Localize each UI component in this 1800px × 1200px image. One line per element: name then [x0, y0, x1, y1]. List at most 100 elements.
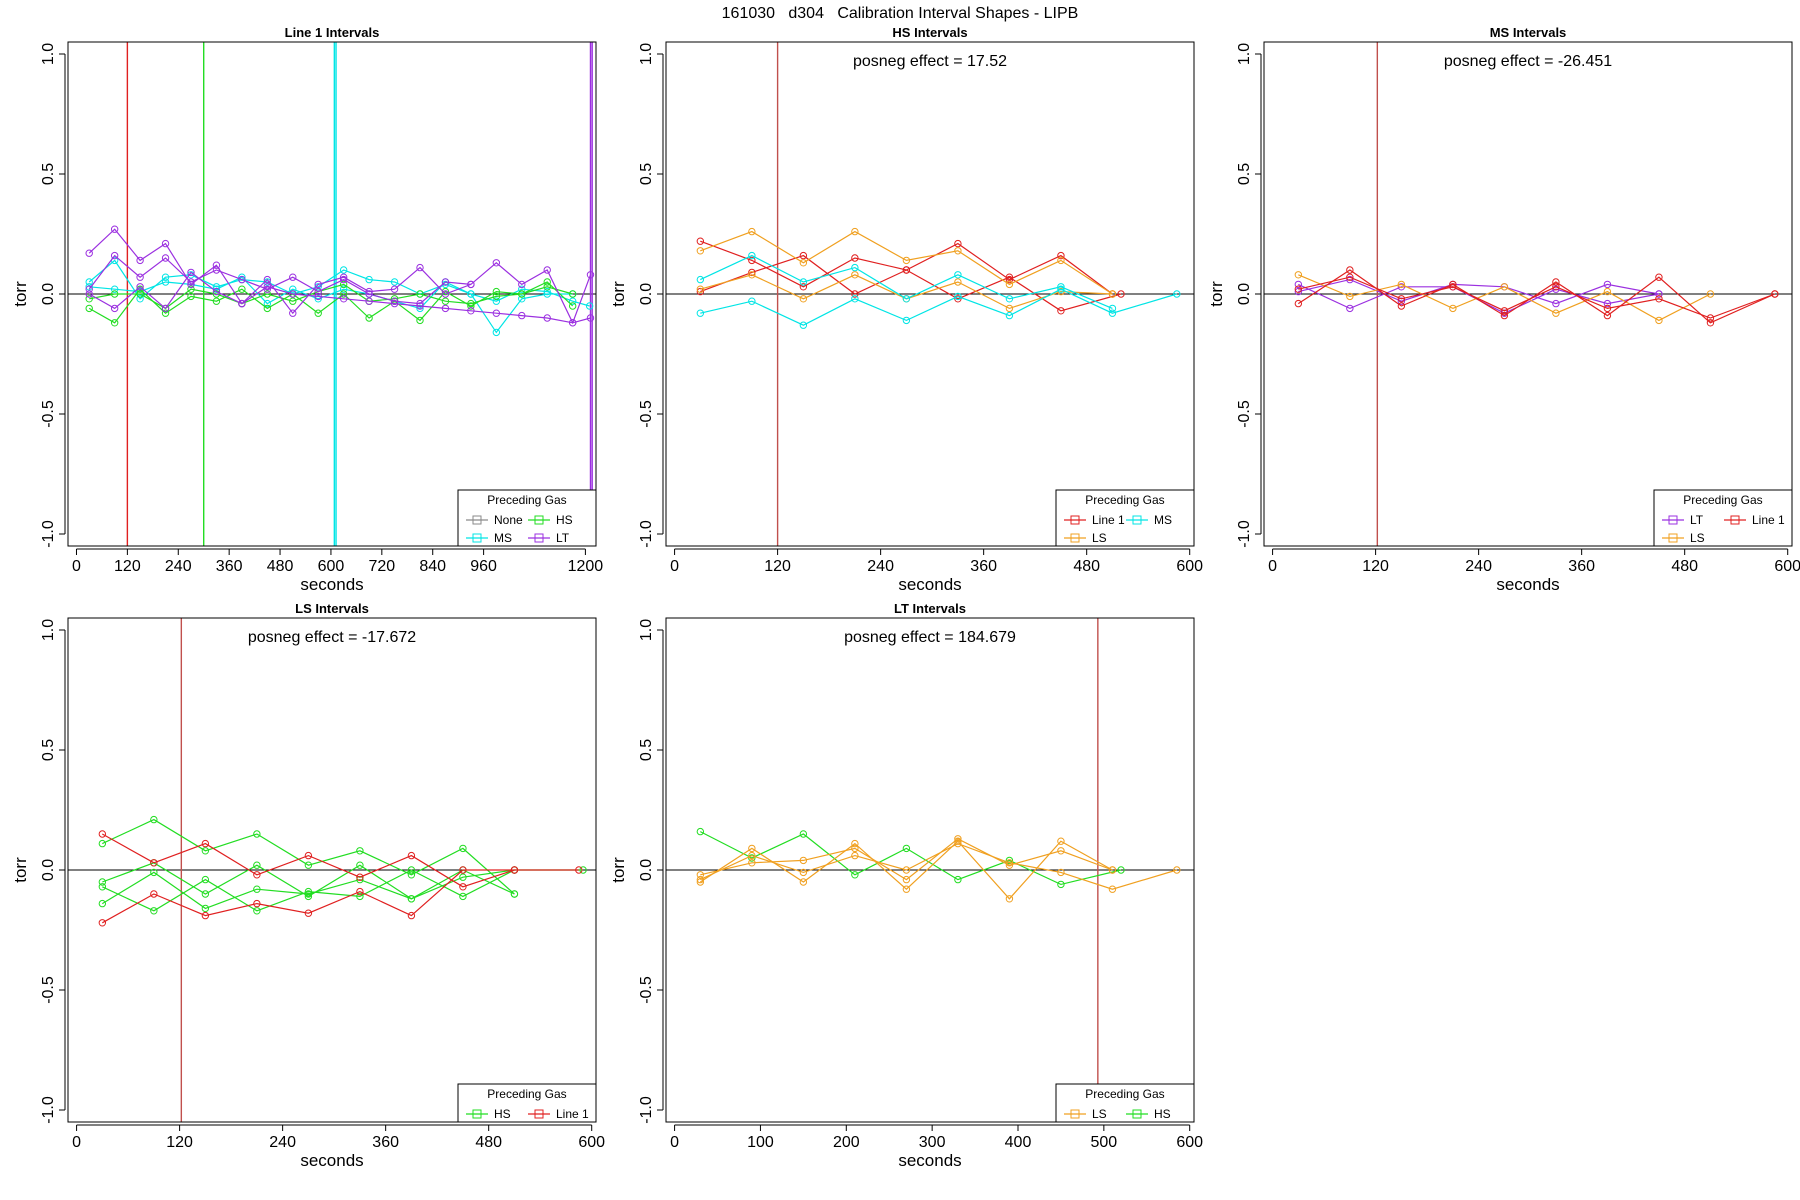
x-tick-label: 840	[419, 558, 446, 575]
series-line-ms	[700, 254, 1113, 309]
x-tick-label: 600	[578, 1134, 605, 1151]
data-point	[748, 227, 756, 236]
x-tick-label: 400	[1005, 1134, 1032, 1151]
data-point	[98, 883, 107, 891]
data-point	[314, 295, 322, 303]
data-point	[1005, 273, 1014, 281]
series-line-hs	[89, 281, 574, 310]
panel-title: LS Intervals	[295, 601, 369, 616]
data-point	[851, 254, 859, 262]
data-point	[289, 285, 297, 293]
data-point	[1294, 285, 1303, 293]
data-point	[696, 287, 705, 296]
legend-swatch-marker	[534, 533, 544, 543]
data-point	[543, 278, 551, 286]
data-point	[1552, 278, 1560, 286]
data-point	[902, 844, 911, 853]
legend-swatch-marker	[1668, 515, 1678, 525]
legend-entry-label: HS	[494, 1107, 511, 1121]
legend-swatch-marker	[534, 1109, 544, 1119]
data-point	[568, 302, 577, 310]
data-point	[954, 239, 962, 248]
panel-title: LT Intervals	[894, 601, 966, 616]
data-point	[518, 311, 526, 320]
data-point	[851, 263, 859, 272]
data-point	[339, 280, 348, 289]
data-point	[1057, 285, 1065, 293]
data-point	[1005, 295, 1014, 303]
series-line-lt	[88, 271, 591, 324]
data-point	[696, 247, 705, 255]
data-point	[568, 297, 577, 305]
y-tick-label: -0.5	[40, 400, 57, 428]
data-point	[150, 890, 158, 898]
y-tick-label: -1.0	[40, 1096, 57, 1124]
plot-frame	[1263, 41, 1793, 547]
data-point	[748, 251, 756, 260]
data-point	[390, 295, 399, 303]
chart-panel-1: Line 1 Intervals 0 120 240 360 480 600 720 840 96…	[11, 25, 603, 594]
data-point	[1057, 307, 1065, 315]
legend-title: Preceding Gas	[487, 1087, 566, 1101]
data-point	[748, 844, 756, 853]
x-tick-label: 600	[1176, 558, 1203, 575]
data-point	[150, 815, 158, 824]
data-point	[441, 290, 450, 298]
legend-swatch-marker	[1132, 1109, 1142, 1119]
data-point	[365, 290, 373, 298]
data-point	[748, 859, 756, 867]
data-point	[187, 268, 195, 277]
data-point	[212, 266, 221, 274]
data-point	[902, 295, 911, 303]
legend-swatch-marker	[472, 533, 482, 543]
data-point	[441, 278, 450, 286]
data-point	[407, 871, 416, 879]
data-point	[253, 885, 261, 893]
data-point	[1005, 304, 1014, 313]
data-point	[187, 285, 195, 293]
data-point	[851, 851, 859, 860]
data-point	[1397, 280, 1406, 289]
data-point	[136, 273, 144, 281]
x-tick-label: 100	[747, 1134, 774, 1151]
data-point	[518, 295, 526, 303]
data-point	[1057, 283, 1065, 291]
data-point	[902, 266, 911, 274]
posneg-effect-label: posneg effect = -26.451	[1444, 53, 1612, 70]
data-point	[304, 851, 313, 860]
data-point	[748, 854, 756, 862]
series-line-lt	[88, 228, 592, 325]
data-point	[1552, 285, 1560, 293]
series-line-ls	[699, 840, 1113, 900]
data-point	[1005, 280, 1014, 289]
data-point	[1346, 266, 1354, 274]
data-point	[304, 887, 313, 896]
data-point	[1294, 271, 1303, 279]
data-point	[263, 290, 272, 298]
data-point	[1005, 856, 1014, 865]
x-tick-label: 480	[475, 1134, 502, 1151]
data-point	[902, 316, 911, 325]
x-axis-label: seconds	[1496, 575, 1559, 594]
data-point	[696, 285, 705, 293]
data-point	[799, 830, 808, 838]
data-point	[799, 259, 808, 267]
y-tick-label: 0.0	[1236, 283, 1253, 305]
data-point	[1346, 275, 1354, 284]
x-tick-label: 360	[372, 1134, 399, 1151]
data-point	[902, 866, 911, 874]
data-point	[339, 275, 348, 284]
data-point	[390, 297, 399, 305]
data-point	[1500, 311, 1509, 320]
data-point	[187, 292, 195, 301]
data-point	[1057, 256, 1065, 265]
data-point	[356, 875, 364, 884]
plot-area	[85, 42, 595, 546]
data-point	[1005, 859, 1014, 867]
data-point	[212, 283, 221, 291]
x-axis-label: seconds	[300, 575, 363, 594]
data-point	[1449, 283, 1457, 291]
data-point	[1108, 304, 1117, 313]
x-tick-label: 0	[72, 1134, 81, 1151]
